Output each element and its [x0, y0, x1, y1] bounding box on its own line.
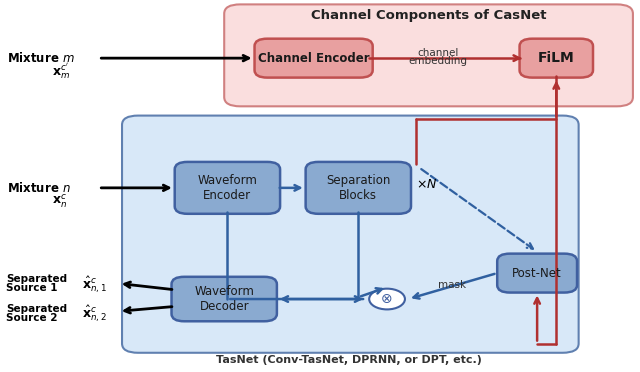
- FancyBboxPatch shape: [520, 39, 593, 78]
- FancyBboxPatch shape: [255, 39, 372, 78]
- Text: Waveform
Decoder: Waveform Decoder: [195, 285, 254, 313]
- Text: ⊗: ⊗: [381, 292, 393, 306]
- Text: Channel Encoder: Channel Encoder: [258, 52, 369, 65]
- Text: Mixture $n$: Mixture $n$: [7, 181, 71, 195]
- Text: Post-Net: Post-Net: [512, 267, 562, 280]
- Text: Separated: Separated: [6, 274, 67, 284]
- Text: $\mathbf{x}_n^{c}$: $\mathbf{x}_n^{c}$: [52, 192, 67, 209]
- Text: Source 1: Source 1: [6, 283, 58, 293]
- Text: Separated: Separated: [6, 304, 67, 314]
- FancyBboxPatch shape: [122, 116, 579, 353]
- Text: channel: channel: [417, 48, 459, 58]
- Text: mask: mask: [438, 280, 467, 290]
- Circle shape: [369, 289, 405, 310]
- Text: Separation
Blocks: Separation Blocks: [326, 174, 390, 202]
- FancyBboxPatch shape: [175, 162, 280, 214]
- Text: embedding: embedding: [409, 56, 468, 66]
- Text: Source 2: Source 2: [6, 313, 58, 323]
- Text: $\times N$: $\times N$: [416, 178, 437, 190]
- Text: TasNet (Conv-TasNet, DPRNN, or DPT, etc.): TasNet (Conv-TasNet, DPRNN, or DPT, etc.…: [216, 355, 482, 365]
- FancyBboxPatch shape: [306, 162, 411, 214]
- FancyBboxPatch shape: [172, 277, 277, 321]
- Text: $\hat{\mathbf{x}}_{n,2}^{c}$: $\hat{\mathbf{x}}_{n,2}^{c}$: [83, 304, 108, 324]
- Text: Channel Components of CasNet: Channel Components of CasNet: [311, 9, 547, 22]
- Text: Mixture $m$: Mixture $m$: [7, 51, 75, 65]
- Text: FiLM: FiLM: [538, 51, 575, 65]
- FancyBboxPatch shape: [224, 4, 633, 106]
- FancyBboxPatch shape: [497, 254, 577, 292]
- Text: Waveform
Encoder: Waveform Encoder: [198, 174, 257, 202]
- Text: $\hat{\mathbf{x}}_{n,1}^{c}$: $\hat{\mathbf{x}}_{n,1}^{c}$: [83, 275, 108, 295]
- Text: $\mathbf{x}_m^{c'}$: $\mathbf{x}_m^{c'}$: [52, 61, 70, 81]
